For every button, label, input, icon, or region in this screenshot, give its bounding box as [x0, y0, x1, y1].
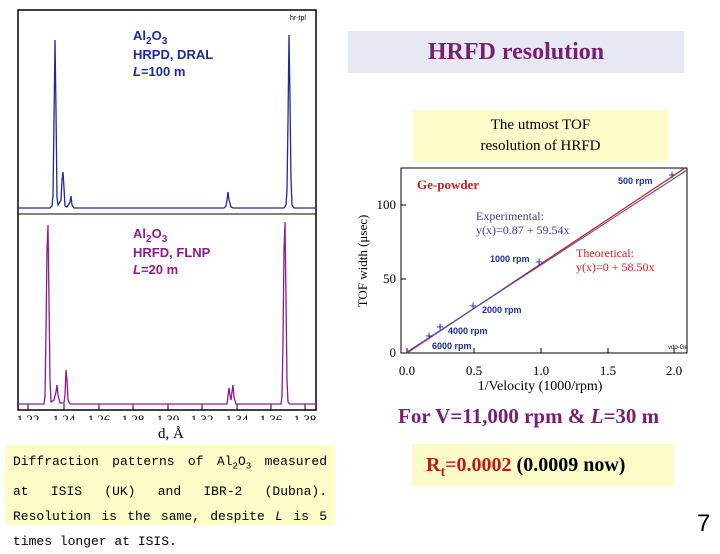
plot-frame — [17, 9, 317, 411]
x-tick-1-5: 1.5 — [600, 363, 616, 378]
y-tick-100: 100 — [377, 197, 397, 212]
point-6000: + — [425, 328, 433, 343]
diffraction-patterns-plot: Al2O3 HRPD, DRAL L=100 m hr-tpl Al2O3 HR… — [17, 9, 317, 420]
experimental-line — [406, 169, 688, 353]
note-line-2: resolution of HRFD — [480, 138, 601, 154]
theoretical-equation: y(x)=0 + 58.50x — [576, 260, 655, 274]
x-tick-0-0: 0.0 — [399, 363, 415, 378]
label-500-rpm: 500 rpm — [618, 176, 653, 186]
x-tick-3: 1.26 — [88, 412, 111, 420]
resolution-result: Rt=0.0002 (0.0009 now) — [412, 444, 674, 486]
point-4000: + — [436, 319, 444, 334]
condition-text: For V=11,000 rpm & L=30 m — [398, 404, 660, 428]
experimental-title: Experimental: — [476, 209, 544, 223]
tof-y-label: TOF width (μsec) — [355, 215, 370, 308]
x-tick-5: 1.30 — [157, 412, 180, 420]
x-tick-0-5: 0.5 — [466, 363, 482, 378]
tof-plot-frame — [400, 167, 688, 354]
point-500: + — [668, 167, 676, 182]
label-2000-rpm: 2000 rpm — [482, 305, 522, 315]
point-2000: + — [469, 298, 477, 313]
label-4000-rpm: 4000 rpm — [448, 326, 488, 336]
bottom-length-label: L=20 m — [133, 262, 178, 277]
x-tick-7: 1.34 — [226, 412, 249, 420]
tof-x-label: 1/Velocity (1000/rpm) — [478, 379, 603, 394]
slide-title: HRFD resolution — [348, 31, 684, 73]
label-1000-rpm: 1000 rpm — [490, 254, 530, 264]
corner-tag: hr-tpl — [290, 15, 306, 22]
tof-resolution-plot: 0 50 100 0.0 0.5 1.0 1.5 2.0 1/Velocity … — [355, 167, 688, 394]
resolution-note: The utmost TOF resolution of HRFD — [413, 110, 668, 162]
note-line-1: The utmost TOF — [490, 117, 591, 133]
x-tick-6: 1.32 — [191, 412, 214, 420]
data-points: + + + + + — [425, 167, 676, 343]
x-tick-1: 1.22 — [17, 412, 40, 420]
x-tick-2: 1.24 — [53, 412, 76, 420]
top-sample-label: Al2O3 — [133, 28, 168, 47]
page-number: 7 — [697, 510, 711, 537]
x-tick-9: 1.38 — [294, 412, 317, 420]
point-1000: + — [535, 254, 543, 269]
x-tick-marks — [27, 404, 306, 410]
hrfd-pattern-trace — [18, 221, 316, 405]
bottom-sample-label: Al2O3 — [133, 226, 168, 245]
x-tick-1-0: 1.0 — [533, 363, 549, 378]
hrpd-pattern-trace — [18, 34, 316, 209]
x-axis-label: d, Å — [158, 426, 184, 442]
sample-label: Ge-powder — [417, 177, 479, 192]
bottom-instrument-label: HRFD, FLNP — [133, 245, 211, 260]
description-box: Diffraction patterns of Al2O3 measured a… — [5, 445, 335, 549]
y-tick-50: 50 — [383, 271, 396, 286]
y-tick-0: 0 — [390, 345, 397, 360]
x-tick-labels: 1.22 1.24 1.26 1.28 1.30 1.32 1.34 1.36 … — [17, 412, 317, 420]
label-6000-rpm: 6000 rpm — [432, 341, 472, 351]
x-tick-2-0: 2.0 — [666, 363, 682, 378]
experimental-equation: y(x)=0.87 + 59.54x — [476, 223, 570, 237]
x-tick-4: 1.28 — [122, 412, 145, 420]
top-length-label: L=100 m — [133, 64, 185, 79]
x-tick-8: 1.36 — [260, 412, 283, 420]
tof-corner-tag: vdo-Ge — [668, 345, 688, 351]
top-instrument-label: HRPD, DRAL — [133, 47, 213, 62]
theoretical-title: Theoretical: — [576, 246, 634, 260]
